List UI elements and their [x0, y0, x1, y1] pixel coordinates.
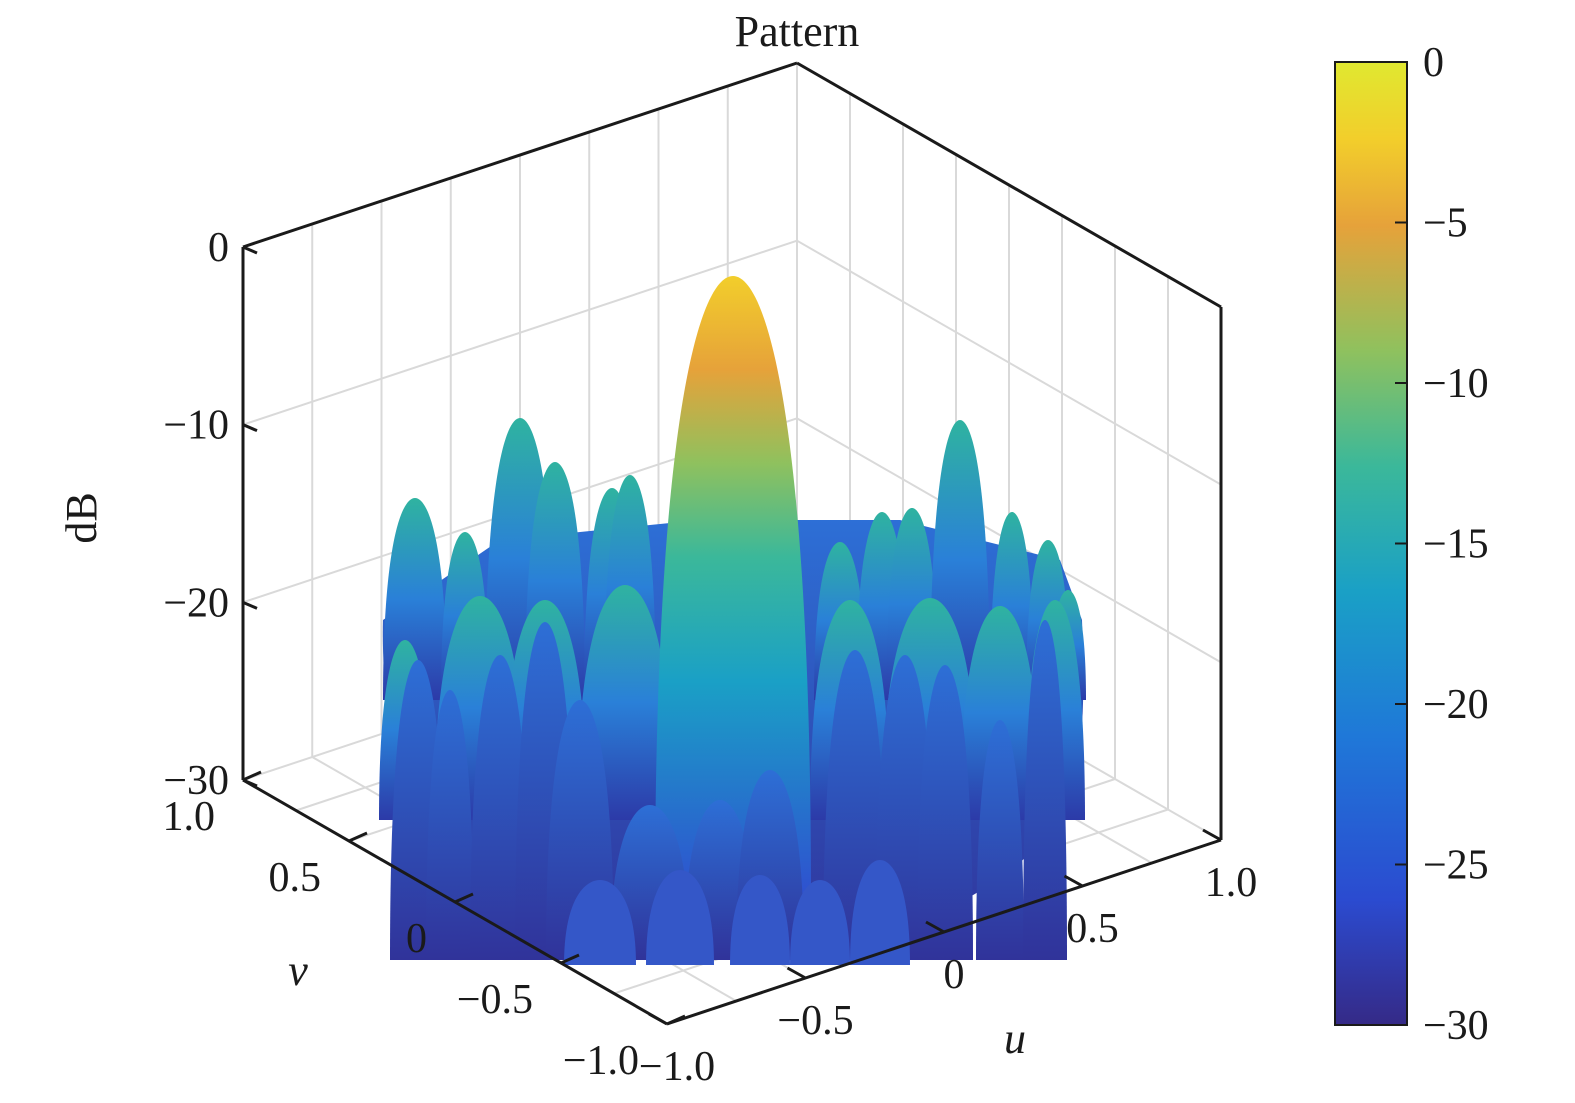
main-lobe	[655, 276, 811, 900]
z-tick	[242, 778, 258, 788]
v-tick	[454, 892, 474, 904]
x-axis-label: u	[1004, 1014, 1026, 1063]
z-tick-label: −10	[163, 403, 229, 449]
y-axis-label: v	[288, 946, 308, 995]
axis-line-top	[796, 61, 1222, 309]
colorbar-ticks: 0 −5 −10 −15 −20 −25 −30	[1395, 40, 1489, 1049]
v-tick	[242, 770, 262, 782]
colorbar-tick-label: −15	[1423, 522, 1489, 568]
u-tick	[925, 920, 945, 934]
v-tick	[348, 831, 368, 843]
u-tick-label: 0	[944, 952, 965, 998]
chart-title: Pattern	[735, 7, 860, 56]
colorbar-tick-label: −30	[1423, 1003, 1489, 1049]
axes-box	[241, 61, 1223, 1026]
u-tick-label: −0.5	[777, 998, 853, 1044]
sidelobe	[564, 880, 636, 965]
colorbar-tick-label: 0	[1423, 40, 1444, 86]
v-tick-label: 1.0	[163, 794, 216, 840]
u-tick-label: −1.0	[639, 1044, 715, 1090]
sidelobe	[917, 665, 973, 960]
surface-body	[379, 276, 1086, 965]
colorbar-tick-label: −25	[1423, 843, 1489, 889]
sidelobe	[850, 860, 910, 965]
z-tick-label: −20	[163, 580, 229, 626]
z-tick	[242, 600, 258, 610]
z-tick-label: −30	[163, 758, 229, 804]
v-tick-label: 0	[406, 916, 427, 962]
z-tick	[242, 245, 258, 255]
sidelobe	[646, 870, 714, 965]
axis-line-top	[242, 61, 798, 249]
sidelobe	[960, 606, 1040, 820]
colorbar-tick-label: −10	[1423, 361, 1489, 407]
sidelobe	[790, 880, 850, 965]
u-tick	[648, 1012, 668, 1026]
grid-line	[242, 239, 1222, 486]
u-tick	[1063, 874, 1084, 888]
v-tick	[560, 953, 580, 965]
v-tick-label: 0.5	[269, 855, 322, 901]
v-tick	[666, 1014, 686, 1026]
z-tick-label: 0	[208, 225, 229, 271]
sidelobe	[1023, 620, 1067, 960]
axis-ticks: −30 −20 −10 0 −1.0 −0.5 0 0.5 1.0 −1.0 −0.5 0 0.5 1.0	[163, 225, 1258, 1090]
u-tick-label: 0.5	[1066, 906, 1119, 952]
sidelobe	[470, 655, 530, 960]
z-axis-label: dB	[57, 492, 106, 543]
v-tick-label: −1.0	[563, 1038, 639, 1084]
sidelobe	[730, 875, 790, 965]
u-tick-label: 1.0	[1205, 860, 1258, 906]
sidelobe	[976, 720, 1024, 960]
colorbar-tick-label: −20	[1423, 682, 1489, 728]
u-tick	[786, 966, 807, 980]
v-tick-label: −0.5	[457, 977, 533, 1023]
z-tick	[242, 423, 258, 433]
u-tick	[1202, 828, 1222, 842]
colorbar-tick-label: −5	[1423, 201, 1468, 247]
